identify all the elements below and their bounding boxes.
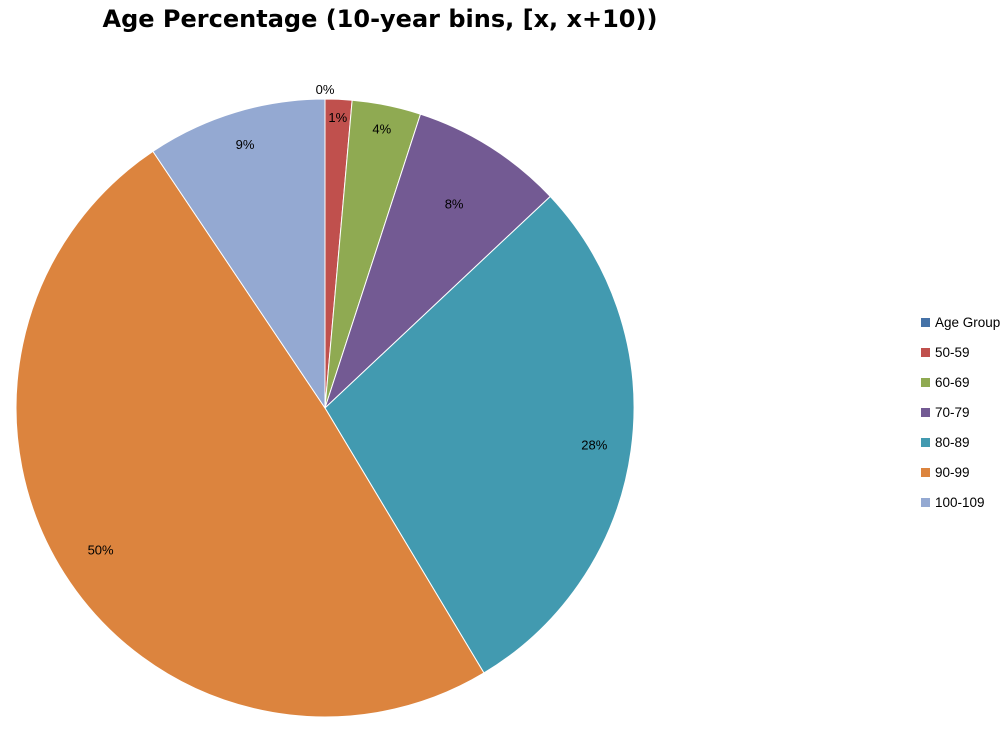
- legend-label: 80-89: [935, 434, 970, 450]
- slice-label-70-79: 8%: [445, 197, 464, 212]
- legend-item-60-69: 60-69: [921, 367, 1000, 397]
- legend-label: 100-109: [935, 494, 985, 510]
- pie-slice-90-99: [15, 150, 485, 718]
- legend-swatch: [921, 377, 930, 387]
- pie-slice-100-109: [152, 98, 326, 410]
- legend-swatch: [921, 437, 930, 447]
- slice-label-100-109: 9%: [236, 137, 255, 152]
- legend-label: 90-99: [935, 464, 970, 480]
- slice-label-80-89: 28%: [581, 438, 607, 453]
- legend-item-age-group: Age Group: [921, 307, 1000, 337]
- legend-swatch: [921, 407, 930, 417]
- legend-item-80-89: 80-89: [921, 427, 1000, 457]
- slice-labels: 0% 1% 4% 8% 28% 50% 9%: [88, 82, 608, 557]
- legend-label: 60-69: [935, 374, 970, 390]
- legend-item-100-109: 100-109: [921, 487, 1000, 517]
- legend-swatch: [921, 467, 930, 477]
- legend-swatch: [921, 347, 930, 357]
- legend-label: Age Group: [935, 314, 1001, 330]
- legend-item-70-79: 70-79: [921, 397, 1000, 427]
- legend-item-90-99: 90-99: [921, 457, 1000, 487]
- slice-label-50-59: 1%: [328, 110, 347, 125]
- slice-label-60-69: 4%: [372, 121, 391, 136]
- legend-swatch: [921, 497, 930, 507]
- legend-label: 50-59: [935, 344, 970, 360]
- slice-label-90-99: 50%: [88, 542, 114, 557]
- pie-slices: [15, 98, 635, 718]
- chart-legend: Age Group 50-59 60-69 70-79 80-89 90-99 100-10…: [921, 307, 1000, 517]
- slice-label-age-group: 0%: [316, 82, 335, 97]
- chart-title: Age Percentage (10-year bins, [x, x+10)): [103, 5, 658, 33]
- pie-slice-70-79: [324, 113, 551, 409]
- legend-item-50-59: 50-59: [921, 337, 1000, 367]
- legend-swatch: [921, 317, 930, 327]
- pie-slice-80-89: [324, 195, 635, 674]
- legend-label: 70-79: [935, 404, 970, 420]
